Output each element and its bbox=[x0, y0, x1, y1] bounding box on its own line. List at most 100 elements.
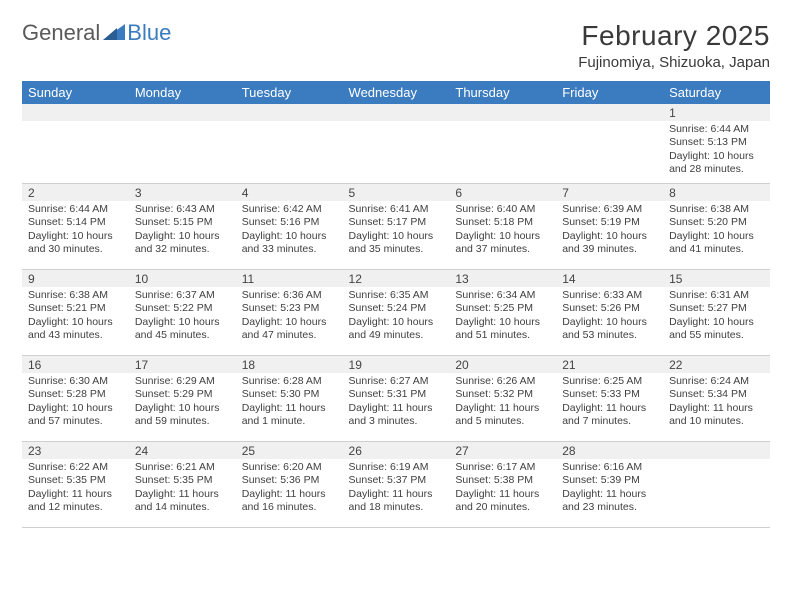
calendar-cell: 1Sunrise: 6:44 AMSunset: 5:13 PMDaylight… bbox=[663, 104, 770, 183]
day-details: Sunrise: 6:38 AMSunset: 5:21 PMDaylight:… bbox=[28, 289, 123, 343]
calendar-cell: 15 Sunrise: 6:31 AMSunset: 5:27 PMDayligh… bbox=[663, 269, 770, 355]
day-header: Friday bbox=[556, 81, 663, 104]
calendar-cell: 21Sunrise: 6:25 AMSunset: 5:33 PMDayligh… bbox=[556, 355, 663, 441]
calendar-cell bbox=[129, 104, 236, 183]
day-details: Sunrise: 6:33 AMSunset: 5:26 PMDaylight:… bbox=[562, 289, 657, 343]
calendar-cell: 26Sunrise: 6:19 AMSunset: 5:37 PMDayligh… bbox=[343, 441, 450, 527]
calendar-cell: 20 Sunrise: 6:26 AMSunset: 5:32 PMDayligh… bbox=[449, 355, 556, 441]
day-number: 8 bbox=[663, 184, 770, 201]
logo-text-1: General bbox=[22, 20, 100, 46]
day-details: Sunrise: 6:44 AMSunset: 5:13 PMDaylight:… bbox=[669, 123, 764, 177]
calendar-cell: 19Sunrise: 6:27 AMSunset: 5:31 PMDayligh… bbox=[343, 355, 450, 441]
day-details: Sunrise: 6:42 AMSunset: 5:16 PMDaylight:… bbox=[242, 203, 337, 257]
calendar-cell bbox=[449, 104, 556, 183]
month-title: February 2025 bbox=[578, 20, 770, 52]
day-number: 7 bbox=[556, 184, 663, 201]
day-details: Sunrise: 6:31 AMSunset: 5:27 PMDaylight:… bbox=[669, 289, 764, 343]
day-details: Sunrise: 6:38 AMSunset: 5:20 PMDaylight:… bbox=[669, 203, 764, 257]
calendar-cell: 13 Sunrise: 6:34 AMSunset: 5:25 PMDayligh… bbox=[449, 269, 556, 355]
calendar-cell: 18 Sunrise: 6:28 AMSunset: 5:30 PMDayligh… bbox=[236, 355, 343, 441]
calendar-cell: 5 Sunrise: 6:41 AMSunset: 5:17 PMDaylight… bbox=[343, 183, 450, 269]
calendar-week-row: 1Sunrise: 6:44 AMSunset: 5:13 PMDaylight… bbox=[22, 104, 770, 183]
day-header: Thursday bbox=[449, 81, 556, 104]
calendar-cell: 9 Sunrise: 6:38 AMSunset: 5:21 PMDaylight… bbox=[22, 269, 129, 355]
day-number: 28 bbox=[556, 442, 663, 459]
day-details: Sunrise: 6:19 AMSunset: 5:37 PMDaylight:… bbox=[349, 461, 444, 515]
calendar-cell bbox=[556, 104, 663, 183]
day-number: 18 bbox=[236, 356, 343, 373]
calendar-week-row: 9 Sunrise: 6:38 AMSunset: 5:21 PMDaylight… bbox=[22, 269, 770, 355]
calendar-cell: 12 Sunrise: 6:35 AMSunset: 5:24 PMDayligh… bbox=[343, 269, 450, 355]
day-details: Sunrise: 6:41 AMSunset: 5:17 PMDaylight:… bbox=[349, 203, 444, 257]
calendar-cell: 25Sunrise: 6:20 AMSunset: 5:36 PMDayligh… bbox=[236, 441, 343, 527]
calendar-cell: 16 Sunrise: 6:30 AMSunset: 5:28 PMDayligh… bbox=[22, 355, 129, 441]
day-number: 17 bbox=[129, 356, 236, 373]
day-number-empty bbox=[663, 442, 770, 459]
day-details: Sunrise: 6:35 AMSunset: 5:24 PMDaylight:… bbox=[349, 289, 444, 343]
calendar-cell: 10Sunrise: 6:37 AMSunset: 5:22 PMDayligh… bbox=[129, 269, 236, 355]
calendar-cell: 11 Sunrise: 6:36 AMSunset: 5:23 PMDayligh… bbox=[236, 269, 343, 355]
logo-text-2: Blue bbox=[127, 20, 171, 46]
day-number: 27 bbox=[449, 442, 556, 459]
calendar-cell bbox=[236, 104, 343, 183]
day-number-empty bbox=[129, 104, 236, 121]
day-number: 11 bbox=[236, 270, 343, 287]
day-details: Sunrise: 6:44 AMSunset: 5:14 PMDaylight:… bbox=[28, 203, 123, 257]
day-header: Saturday bbox=[663, 81, 770, 104]
location-text: Fujinomiya, Shizuoka, Japan bbox=[578, 54, 770, 71]
calendar-cell: 28 Sunrise: 6:16 AMSunset: 5:39 PMDayligh… bbox=[556, 441, 663, 527]
calendar-cell: 17 Sunrise: 6:29 AMSunset: 5:29 PMDayligh… bbox=[129, 355, 236, 441]
day-number-empty bbox=[449, 104, 556, 121]
day-number: 20 bbox=[449, 356, 556, 373]
day-number: 13 bbox=[449, 270, 556, 287]
day-number: 25 bbox=[236, 442, 343, 459]
calendar-cell: 7 Sunrise: 6:39 AMSunset: 5:19 PMDaylight… bbox=[556, 183, 663, 269]
day-details: Sunrise: 6:26 AMSunset: 5:32 PMDaylight:… bbox=[455, 375, 550, 429]
day-number-empty bbox=[236, 104, 343, 121]
day-details: Sunrise: 6:39 AMSunset: 5:19 PMDaylight:… bbox=[562, 203, 657, 257]
day-number: 9 bbox=[22, 270, 129, 287]
day-details: Sunrise: 6:22 AMSunset: 5:35 PMDaylight:… bbox=[28, 461, 123, 515]
calendar-cell: 3Sunrise: 6:43 AMSunset: 5:15 PMDaylight… bbox=[129, 183, 236, 269]
day-header-row: Sunday Monday Tuesday Wednesday Thursday… bbox=[22, 81, 770, 104]
day-number: 15 bbox=[663, 270, 770, 287]
day-number: 16 bbox=[22, 356, 129, 373]
day-number: 3 bbox=[129, 184, 236, 201]
day-details: Sunrise: 6:40 AMSunset: 5:18 PMDaylight:… bbox=[455, 203, 550, 257]
calendar-week-row: 23Sunrise: 6:22 AMSunset: 5:35 PMDayligh… bbox=[22, 441, 770, 527]
day-details: Sunrise: 6:34 AMSunset: 5:25 PMDaylight:… bbox=[455, 289, 550, 343]
day-details: Sunrise: 6:28 AMSunset: 5:30 PMDaylight:… bbox=[242, 375, 337, 429]
day-details: Sunrise: 6:21 AMSunset: 5:35 PMDaylight:… bbox=[135, 461, 230, 515]
calendar-cell bbox=[663, 441, 770, 527]
calendar-table: Sunday Monday Tuesday Wednesday Thursday… bbox=[22, 81, 770, 528]
day-number: 19 bbox=[343, 356, 450, 373]
day-details: Sunrise: 6:29 AMSunset: 5:29 PMDaylight:… bbox=[135, 375, 230, 429]
day-details: Sunrise: 6:36 AMSunset: 5:23 PMDaylight:… bbox=[242, 289, 337, 343]
day-header: Sunday bbox=[22, 81, 129, 104]
calendar-cell: 8 Sunrise: 6:38 AMSunset: 5:20 PMDaylight… bbox=[663, 183, 770, 269]
calendar-cell: 4 Sunrise: 6:42 AMSunset: 5:16 PMDaylight… bbox=[236, 183, 343, 269]
calendar-cell bbox=[22, 104, 129, 183]
day-details: Sunrise: 6:37 AMSunset: 5:22 PMDaylight:… bbox=[135, 289, 230, 343]
day-number: 21 bbox=[556, 356, 663, 373]
day-number: 24 bbox=[129, 442, 236, 459]
calendar-cell: 6 Sunrise: 6:40 AMSunset: 5:18 PMDaylight… bbox=[449, 183, 556, 269]
calendar-cell: 23Sunrise: 6:22 AMSunset: 5:35 PMDayligh… bbox=[22, 441, 129, 527]
day-number-empty bbox=[556, 104, 663, 121]
day-number: 5 bbox=[343, 184, 450, 201]
day-header: Monday bbox=[129, 81, 236, 104]
day-number: 12 bbox=[343, 270, 450, 287]
day-number-empty bbox=[343, 104, 450, 121]
day-details: Sunrise: 6:16 AMSunset: 5:39 PMDaylight:… bbox=[562, 461, 657, 515]
day-number: 4 bbox=[236, 184, 343, 201]
calendar-cell: 27Sunrise: 6:17 AMSunset: 5:38 PMDayligh… bbox=[449, 441, 556, 527]
day-details: Sunrise: 6:30 AMSunset: 5:28 PMDaylight:… bbox=[28, 375, 123, 429]
page-header: General Blue February 2025 Fujinomiya, S… bbox=[22, 20, 770, 71]
day-header: Wednesday bbox=[343, 81, 450, 104]
calendar-cell: 22Sunrise: 6:24 AMSunset: 5:34 PMDayligh… bbox=[663, 355, 770, 441]
day-number: 6 bbox=[449, 184, 556, 201]
day-number: 22 bbox=[663, 356, 770, 373]
logo-triangle-icon bbox=[103, 20, 125, 46]
logo: General Blue bbox=[22, 20, 171, 46]
day-number: 14 bbox=[556, 270, 663, 287]
